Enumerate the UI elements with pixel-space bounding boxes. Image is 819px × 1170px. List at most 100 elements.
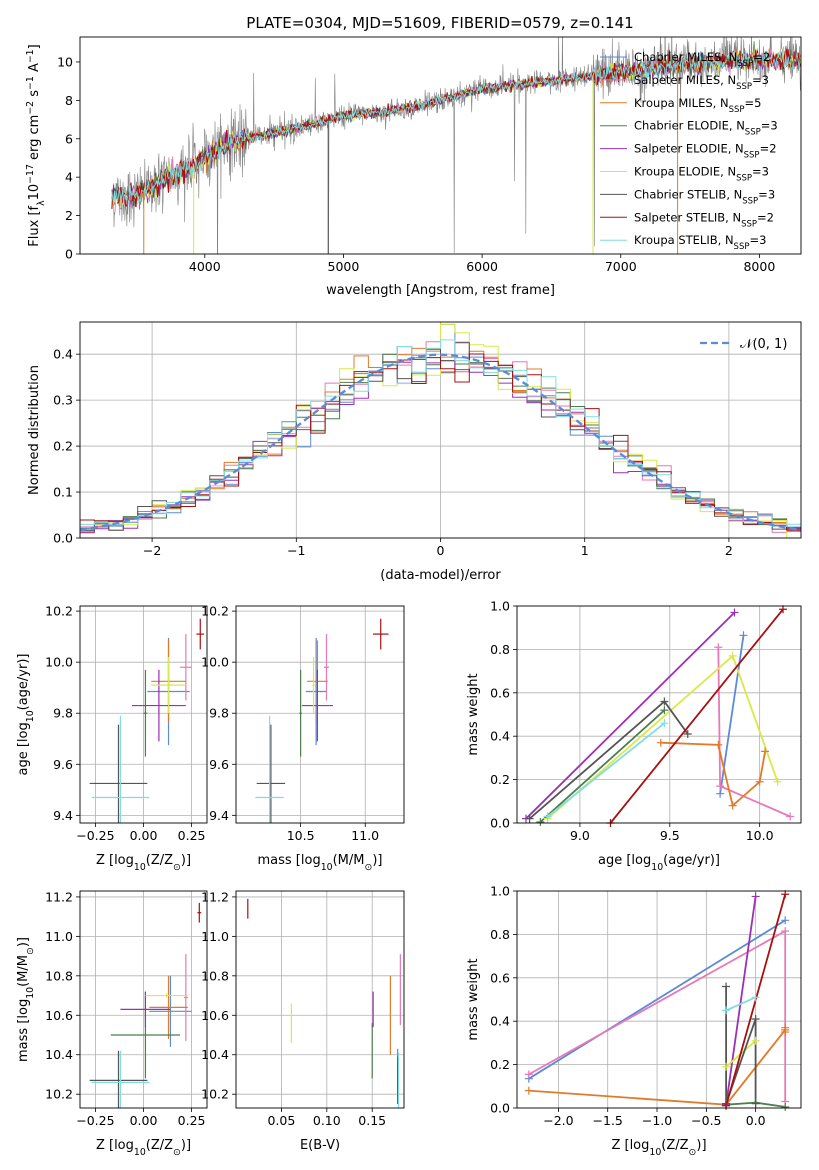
- legend-model: Kroupa MILES: [634, 96, 713, 110]
- axes-frame: [235, 890, 405, 1109]
- y-tick-label: 0.2: [490, 1057, 510, 1072]
- x-tick-label: −1.0: [642, 1113, 672, 1128]
- legend-n: N: [734, 187, 743, 201]
- weight-marker-salpeter_stelib: [722, 1101, 731, 1110]
- y-tick-label: 9.6: [53, 757, 73, 772]
- weight-marker-kroupa_miles: [781, 1023, 790, 1032]
- x-axis-label: E(B-V): [300, 1138, 340, 1153]
- y-tick-label: 0.8: [490, 927, 510, 942]
- legend-count: 2: [769, 142, 776, 156]
- legend-n: N: [727, 165, 736, 179]
- legend-model: Chabrier ELODIE: [634, 119, 729, 133]
- y-axis-label-part: −2: [25, 101, 36, 115]
- legend-eq: =: [758, 187, 768, 201]
- y-tick-label: 4: [65, 170, 73, 185]
- x-tick-label: 11.0: [351, 828, 379, 843]
- hist-step-salpeter_stelib: [80, 353, 801, 538]
- weight-marker-salpeter_elodie: [751, 892, 760, 901]
- x-tick-label: 1: [581, 543, 589, 558]
- weight-line-salpeter_elodie: [525, 611, 736, 820]
- legend-count: 2: [763, 50, 770, 64]
- y-tick-label: 11.2: [45, 889, 73, 904]
- y-axis-label-part: age [log: [16, 722, 31, 775]
- legend-eq: =: [760, 142, 770, 156]
- plot-area-age_vs_Z: [80, 606, 207, 823]
- x-tick-label: 4000: [189, 259, 221, 274]
- x-tick-label: 7000: [605, 259, 637, 274]
- weight-marker-kroupa_elodie: [722, 1062, 731, 1071]
- legend-n: N: [725, 233, 734, 247]
- legend-sub: SSP: [729, 105, 745, 115]
- x-axis-label-part: (Z/Z: [146, 1138, 173, 1153]
- x-tick-label: 0.25: [178, 828, 206, 843]
- x-axis-label-part: 10: [651, 862, 663, 873]
- legend-eq: =: [753, 50, 763, 64]
- y-axis-label-part: s: [27, 90, 42, 101]
- legend-model: Salpeter MILES: [634, 73, 720, 87]
- figure-title: PLATE=0304, MJD=51609, FIBERID=0579, z=0…: [246, 14, 633, 32]
- x-axis-label-part: )]: [696, 1138, 706, 1153]
- y-tick-label: 10.0: [201, 655, 229, 670]
- y-axis-label-part: λ: [36, 200, 47, 206]
- weight-marker-kroupa_elodie: [728, 651, 737, 660]
- legend-n: N: [720, 96, 729, 110]
- x-axis-label-part: (M/M: [333, 853, 365, 868]
- y-axis-label-part: A: [27, 63, 42, 76]
- legend-sub: SSP: [736, 82, 752, 92]
- y-axis-label-part: erg cm: [27, 115, 42, 164]
- y-tick-label: 11.0: [45, 929, 73, 944]
- y-tick-label: 11.2: [201, 889, 229, 904]
- x-tick-label: 0.0: [746, 1113, 766, 1128]
- weight-marker-salpeter_miles: [524, 1070, 533, 1079]
- legend-count: 3: [759, 233, 766, 247]
- weight-marker-kroupa_miles: [656, 738, 665, 747]
- y-tick-label: 9.4: [209, 808, 229, 823]
- legend-count: 2: [767, 210, 774, 224]
- legend-sep: ,: [729, 119, 736, 133]
- weight-marker-kroupa_miles: [524, 1086, 533, 1095]
- weight-marker-kroupa_elodie: [751, 1036, 760, 1045]
- y-tick-label: 0.8: [490, 642, 510, 657]
- legend-sep: ,: [713, 96, 720, 110]
- weight-marker-salpeter_miles: [714, 643, 723, 652]
- y-axis-label-part: 10: [25, 710, 36, 722]
- x-axis-label: (data-model)/error: [380, 568, 501, 583]
- legend-model: Chabrier MILES: [634, 50, 721, 64]
- legend-sub: SSP: [734, 242, 750, 252]
- legend-eq: =: [752, 73, 762, 87]
- x-tick-label: 10.0: [746, 828, 774, 843]
- weight-marker-chabrier_stelib: [525, 814, 534, 823]
- legend-model: Salpeter STELIB: [634, 210, 725, 224]
- y-tick-label: 9.4: [53, 808, 73, 823]
- y-tick-label: 2: [65, 208, 73, 223]
- axes-frame: [516, 605, 802, 824]
- panel-age_vs_mass: 10.5 11.0 9.4 9.6 9.8 10.0 10.2 mass [log10(M/M…: [201, 604, 405, 873]
- axes-frame: [79, 36, 802, 255]
- y-tick-label: 11.0: [201, 929, 229, 944]
- legend-sep: ,: [726, 187, 733, 201]
- y-axis-label: Flux [fλ10−17 erg cm−2 s−1 A−1]: [25, 44, 47, 246]
- x-axis-label-part: )]: [181, 1138, 191, 1153]
- panel-residual_hist: −2 −1 0 1 2 0.0 0.1 0.2 0.3 0.4 (data-model)/error…: [27, 321, 802, 583]
- x-tick-label: 0.25: [178, 1113, 206, 1128]
- weight-marker-kroupa_miles: [714, 740, 723, 749]
- weight-marker-chabrier_elodie: [781, 1102, 790, 1111]
- panel-weight_vs_age: 9.0 9.5 10.0 0.0 0.2 0.4 0.6 0.8 1.0 age [log10(a…: [466, 599, 802, 873]
- legend-label: Salpeter ELODIE, NSSP=2: [634, 142, 777, 161]
- plot-area-mass_vs_Z: [80, 891, 207, 1108]
- plot-area-mass_vs_ebv: [236, 891, 404, 1108]
- legend-sep: ,: [720, 73, 727, 87]
- weight-marker-chabrier_stelib: [660, 697, 669, 706]
- legend-label: Kroupa STELIB, NSSP=3: [634, 233, 766, 252]
- weight-marker-kroupa_miles: [755, 777, 764, 786]
- x-tick-label: 0.15: [358, 1113, 386, 1128]
- y-tick-label: 10.0: [45, 655, 73, 670]
- legend-eq: =: [744, 96, 754, 110]
- x-tick-label: −2.0: [543, 1113, 573, 1128]
- weight-line-chabrier_miles: [528, 919, 786, 1080]
- legend-sep: ,: [728, 142, 735, 156]
- y-tick-label: 10.4: [45, 1047, 73, 1062]
- panel-mass_vs_Z: −0.25 0.00 0.25 10.2 10.4 10.6 10.8 11.0 11.2 Z […: [16, 889, 208, 1158]
